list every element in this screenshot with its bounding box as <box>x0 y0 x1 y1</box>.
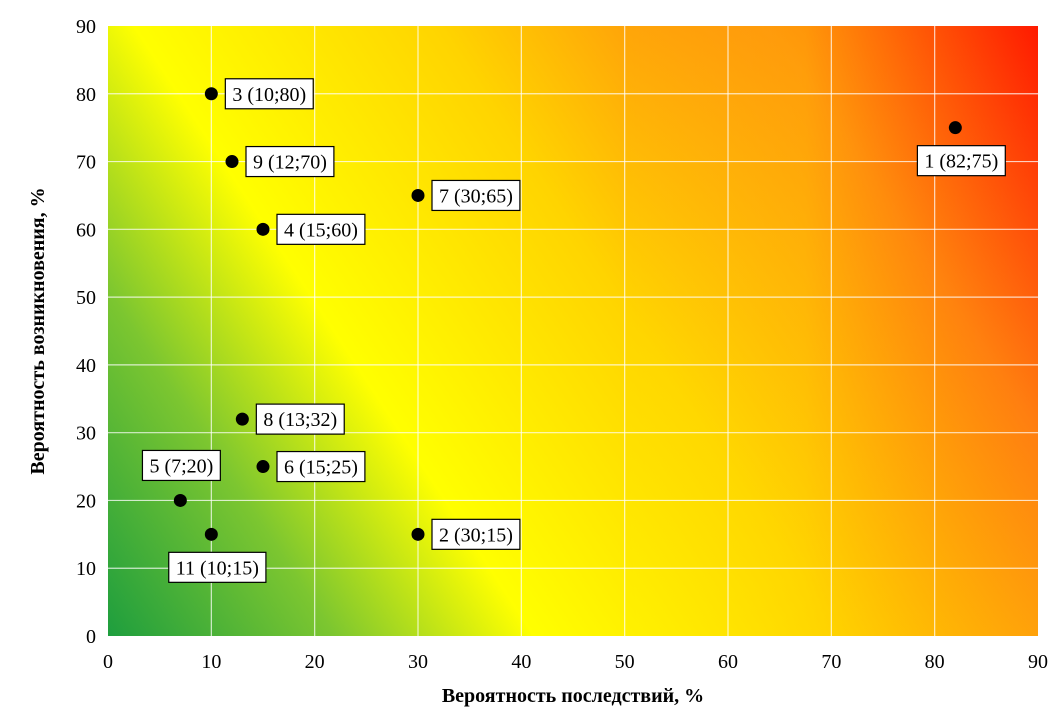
x-tick-label: 40 <box>511 651 531 673</box>
data-point-label-box <box>916 145 1006 177</box>
data-point-label-box <box>141 449 221 482</box>
x-tick-label: 70 <box>821 651 841 673</box>
x-tick-label: 60 <box>718 651 738 673</box>
x-tick-label: 90 <box>1028 651 1048 673</box>
x-tick-label: 30 <box>408 651 428 673</box>
x-tick-label: 80 <box>925 651 945 673</box>
plot-background-overlay <box>108 26 1038 636</box>
data-point-marker <box>256 460 270 474</box>
data-point-label-box <box>431 518 521 550</box>
data-point-marker <box>225 155 239 169</box>
data-point-marker <box>256 222 270 236</box>
data-point-label: 7 (30;65) <box>439 185 513 207</box>
data-point-label: 8 (13;32) <box>263 409 337 431</box>
data-point-marker <box>411 188 425 202</box>
data-point-label-box <box>224 78 314 110</box>
data-point-marker <box>411 527 425 541</box>
data-point-group: 8 (13;32) <box>235 403 345 435</box>
data-point-group: 3 (10;80) <box>204 78 314 110</box>
y-tick-label: 30 <box>76 423 96 445</box>
data-point-marker <box>204 527 218 541</box>
data-point-group: 7 (30;65) <box>411 179 521 212</box>
y-tick-label: 0 <box>86 626 96 648</box>
data-point-marker <box>948 121 962 135</box>
data-point-label: 9 (12;70) <box>253 152 327 174</box>
data-point-label: 6 (15;25) <box>284 457 358 479</box>
y-tick-label: 70 <box>76 152 96 174</box>
data-point-group: 5 (7;20) <box>141 449 221 507</box>
y-tick-label: 10 <box>76 558 96 580</box>
data-point-label: 3 (10;80) <box>232 84 306 106</box>
y-tick-label: 90 <box>76 16 96 38</box>
data-point-label: 11 (10;15) <box>176 557 259 579</box>
data-point-group: 9 (12;70) <box>225 145 335 178</box>
data-point-marker <box>204 87 218 101</box>
x-tick-label: 0 <box>103 651 113 673</box>
data-point-label: 1 (82;75) <box>924 151 998 173</box>
data-point-group: 4 (15;60) <box>256 213 366 245</box>
x-tick-labels: 0 10 20 30 40 50 60 70 80 90 <box>103 651 1048 673</box>
x-axis-title: Вероятность последствий, % <box>442 685 704 707</box>
data-point-label: 5 (7;20) <box>149 455 213 477</box>
y-tick-labels: 0 10 20 30 40 50 60 70 80 90 <box>76 16 96 648</box>
data-point-label-box <box>255 403 345 435</box>
data-points: 1 (82;75) 2 (30;15) 3 (10;80) 4 (15;60) 5 (7… <box>141 78 1006 583</box>
data-point-label-box <box>431 179 521 212</box>
data-point-label-box <box>168 551 267 583</box>
data-point-group: 11 (10;15) <box>168 527 267 583</box>
y-tick-label: 40 <box>76 355 96 377</box>
data-point-label-box <box>276 213 366 245</box>
data-point-marker <box>235 412 249 426</box>
data-point-marker <box>173 493 187 507</box>
data-point-label: 4 (15;60) <box>284 219 358 241</box>
data-point-group: 1 (82;75) <box>916 121 1006 177</box>
x-tick-label: 20 <box>305 651 325 673</box>
y-axis-title: Вероятность возникновения, % <box>27 187 49 474</box>
data-point-group: 2 (30;15) <box>411 518 521 550</box>
data-point-label-box <box>245 145 335 178</box>
x-tick-label: 50 <box>615 651 635 673</box>
y-tick-label: 20 <box>76 490 96 512</box>
x-tick-label: 10 <box>201 651 221 673</box>
data-point-label-box <box>276 450 366 483</box>
data-point-label: 2 (30;15) <box>439 524 513 546</box>
y-tick-label: 50 <box>76 287 96 309</box>
y-tick-label: 80 <box>76 84 96 106</box>
y-tick-label: 60 <box>76 219 96 241</box>
data-point-group: 6 (15;25) <box>256 450 366 483</box>
